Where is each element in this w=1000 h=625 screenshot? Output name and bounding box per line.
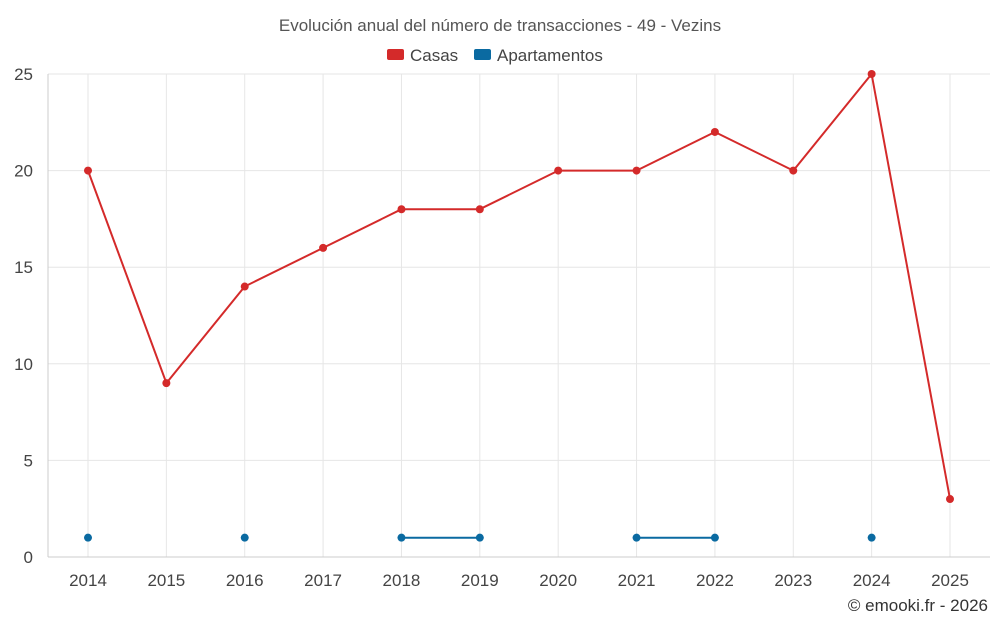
legend-swatch-casas xyxy=(387,49,404,60)
legend-item-apartamentos[interactable]: Apartamentos xyxy=(474,46,603,65)
data-point-casas xyxy=(789,166,798,175)
data-point-casas xyxy=(710,127,719,136)
data-point-apartamentos xyxy=(84,533,92,542)
legend: Casas Apartamentos xyxy=(387,46,603,65)
data-point-casas xyxy=(319,243,328,252)
x-tick-label: 2014 xyxy=(69,571,107,590)
data-point-casas xyxy=(867,70,876,78)
series xyxy=(84,70,954,542)
series-apartamentos xyxy=(84,533,876,542)
data-point-apartamentos xyxy=(240,533,249,542)
x-tick-label: 2020 xyxy=(539,571,577,590)
x-tick-label: 2015 xyxy=(147,571,185,590)
data-point-apartamentos xyxy=(397,533,406,542)
data-point-apartamentos xyxy=(632,533,641,542)
legend-label-apartamentos: Apartamentos xyxy=(497,46,603,65)
x-tick-label: 2019 xyxy=(461,571,499,590)
credit-text: © emooki.fr - 2026 xyxy=(848,596,988,615)
chart-title: Evolución anual del número de transaccio… xyxy=(279,16,721,35)
y-tick-label: 15 xyxy=(14,258,33,277)
data-point-apartamentos xyxy=(867,533,876,542)
x-tick-label: 2022 xyxy=(696,571,734,590)
data-point-apartamentos xyxy=(475,533,484,542)
y-tick-label: 5 xyxy=(24,451,33,470)
data-point-casas xyxy=(946,495,954,504)
data-point-casas xyxy=(84,166,92,175)
grid xyxy=(48,73,990,558)
x-tick-label: 2023 xyxy=(774,571,812,590)
x-tick-label: 2021 xyxy=(618,571,656,590)
y-tick-label: 10 xyxy=(14,355,33,374)
data-point-casas xyxy=(554,166,563,175)
legend-item-casas[interactable]: Casas xyxy=(387,46,458,65)
series-casas xyxy=(84,70,954,504)
data-point-apartamentos xyxy=(710,533,719,542)
y-tick-label: 20 xyxy=(14,162,33,181)
data-point-casas xyxy=(162,379,171,388)
data-point-casas xyxy=(397,205,406,214)
legend-swatch-apartamentos xyxy=(474,49,491,60)
y-tick-label: 25 xyxy=(14,65,33,84)
data-point-casas xyxy=(475,205,484,214)
x-tick-label: 2018 xyxy=(383,571,421,590)
data-point-casas xyxy=(632,166,641,175)
x-tick-label: 2024 xyxy=(853,571,891,590)
x-tick-label: 2025 xyxy=(931,571,969,590)
y-tick-label: 0 xyxy=(24,548,33,567)
x-tick-label: 2016 xyxy=(226,571,264,590)
x-tick-label: 2017 xyxy=(304,571,342,590)
series-line-casas xyxy=(87,73,951,500)
data-point-casas xyxy=(240,282,249,291)
legend-label-casas: Casas xyxy=(410,46,458,65)
